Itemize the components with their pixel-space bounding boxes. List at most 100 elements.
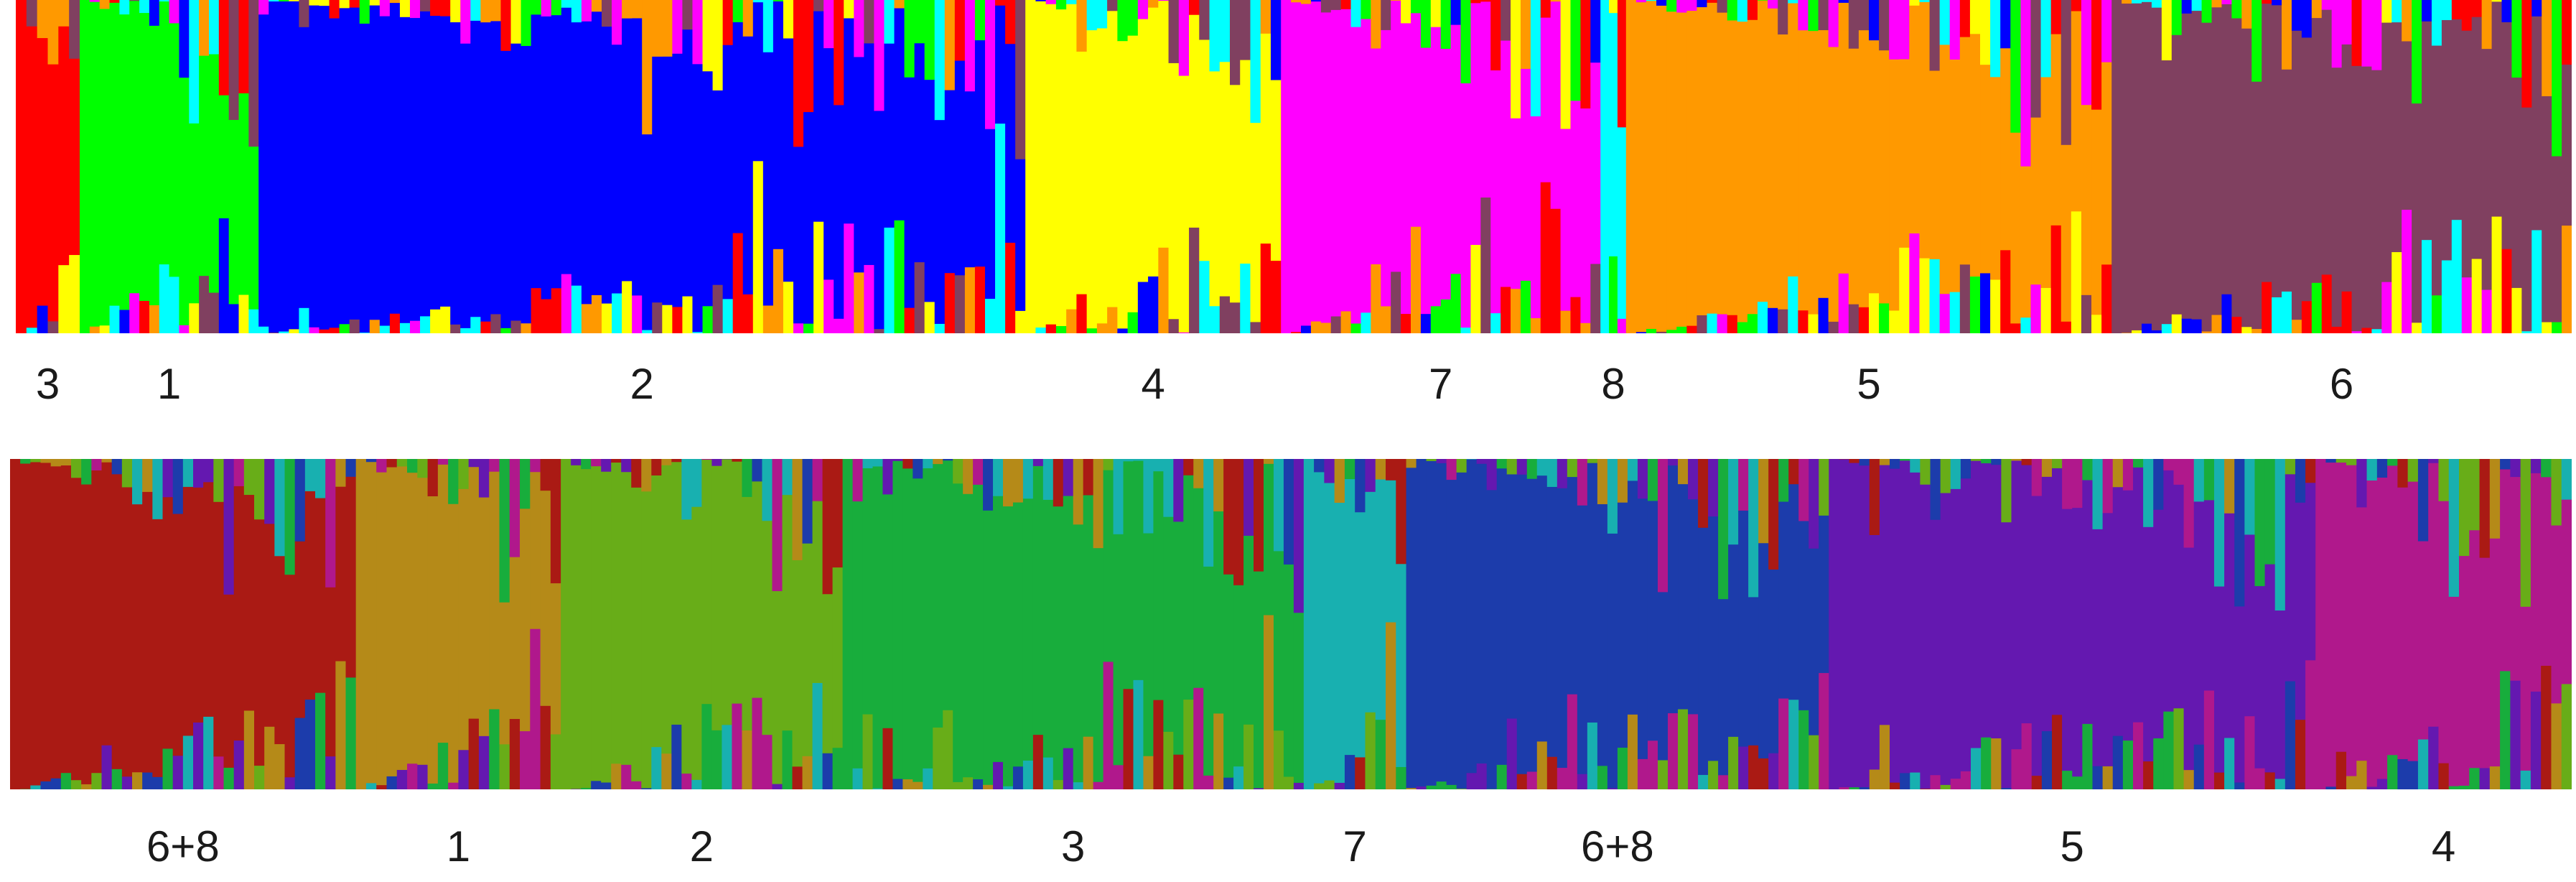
bar-segment (1607, 533, 1618, 789)
bar-segment (1738, 510, 1749, 748)
bar-segment (2020, 317, 2032, 333)
bar-segment (551, 288, 562, 333)
bar-segment (359, 23, 370, 333)
bar-segment (1480, 0, 1491, 2)
bar-segment (2412, 322, 2422, 333)
bar-segment (671, 459, 682, 463)
bar-segment (2112, 735, 2124, 789)
bar-segment (2305, 483, 2316, 661)
bar-segment (622, 18, 633, 282)
bar-segment (129, 0, 140, 1)
population-block-5 (1303, 459, 1407, 789)
bar-segment (396, 769, 408, 789)
bar-segment (2151, 7, 2162, 331)
bar-segment (208, 0, 220, 55)
bar-segment (335, 661, 347, 789)
bar-segment (2274, 611, 2286, 779)
bar-segment (1086, 328, 1098, 333)
population-block-2 (80, 0, 259, 333)
bar-segment (1189, 0, 1200, 16)
bar-segment (1314, 459, 1325, 473)
bar-segment (319, 329, 330, 333)
bar-segment (1646, 328, 1657, 333)
bar-segment (1158, 0, 1170, 1)
bar-segment (934, 120, 946, 325)
bar-segment (834, 318, 844, 333)
bar-segment (2321, 9, 2333, 275)
bar-segment (1223, 777, 1234, 789)
bar-segment (1778, 459, 1789, 503)
bar-segment (228, 120, 240, 305)
bar-segment (1391, 271, 1401, 333)
bar-segment (440, 16, 451, 307)
bar-segment (2542, 96, 2552, 323)
bar-segment (1381, 306, 1391, 333)
bar-segment (943, 460, 953, 711)
bar-segment (1401, 0, 1411, 24)
bar-segment (601, 303, 612, 333)
bar-segment (1697, 0, 1708, 8)
bar-segment (284, 459, 296, 575)
bar-segment (1617, 459, 1628, 503)
bar-segment (199, 276, 210, 333)
bar-segment (2561, 499, 2572, 684)
bar-segment (2062, 509, 2073, 771)
bar-segment (813, 0, 824, 12)
bar-segment (1301, 4, 1312, 326)
bar-segment (1540, 182, 1551, 333)
bar-segment (450, 0, 461, 23)
bar-segment (1818, 30, 1829, 299)
bar-segment (2501, 249, 2513, 333)
bar-segment (2000, 0, 2011, 49)
bar-segment (1371, 264, 1381, 333)
bar-segment (2122, 3, 2132, 333)
bar-segment (1480, 198, 1491, 333)
bar-segment (2040, 77, 2052, 289)
bar-segment (732, 233, 744, 333)
bar-segment (1676, 12, 1687, 328)
bar-segment (2305, 660, 2316, 789)
bar-segment (1577, 459, 1588, 506)
bar-segment (37, 38, 49, 307)
bar-segment (1899, 0, 1910, 60)
bar-segment (1490, 70, 1501, 314)
bar-segment (2102, 513, 2114, 767)
bar-segment (1113, 765, 1124, 789)
bar-segment (2356, 761, 2368, 789)
bar-segment (2341, 0, 2353, 45)
bar-segment (2112, 487, 2124, 737)
bar-segment (1676, 326, 1687, 333)
bar-segment (233, 741, 245, 789)
bar-segment (2479, 459, 2491, 559)
bar-segment (1879, 0, 1890, 51)
bar-segment (642, 330, 653, 333)
bar-segment (162, 497, 174, 749)
bar-segment (152, 519, 164, 778)
bar-segment (325, 587, 336, 757)
bar-segment (954, 60, 966, 276)
bar-segment (2361, 66, 2372, 328)
bar-segment (1798, 521, 1809, 711)
bar-segment (315, 459, 326, 499)
bar-segment (1063, 748, 1074, 789)
bar-segment (1577, 505, 1588, 775)
bar-segment (1391, 0, 1401, 272)
bar-segment (973, 779, 984, 789)
bar-segment (631, 487, 642, 782)
bar-segment (1273, 730, 1284, 789)
bar-segment (2331, 0, 2343, 68)
bar-segment (2082, 480, 2094, 725)
bar-segment (964, 91, 976, 268)
bar-segment (2071, 0, 2082, 12)
bar-segment (279, 0, 289, 2)
bar-segment (2274, 779, 2286, 789)
bar-segment (1506, 474, 1518, 719)
bar-segment (1361, 0, 1371, 20)
bar-segment (1971, 460, 1982, 749)
bar-segment (1969, 34, 1981, 277)
bar-segment (60, 773, 72, 789)
bar-segment (822, 459, 834, 595)
bar-segment (1073, 524, 1084, 783)
bar-segment (139, 0, 150, 14)
bar-segment (2203, 459, 2215, 501)
